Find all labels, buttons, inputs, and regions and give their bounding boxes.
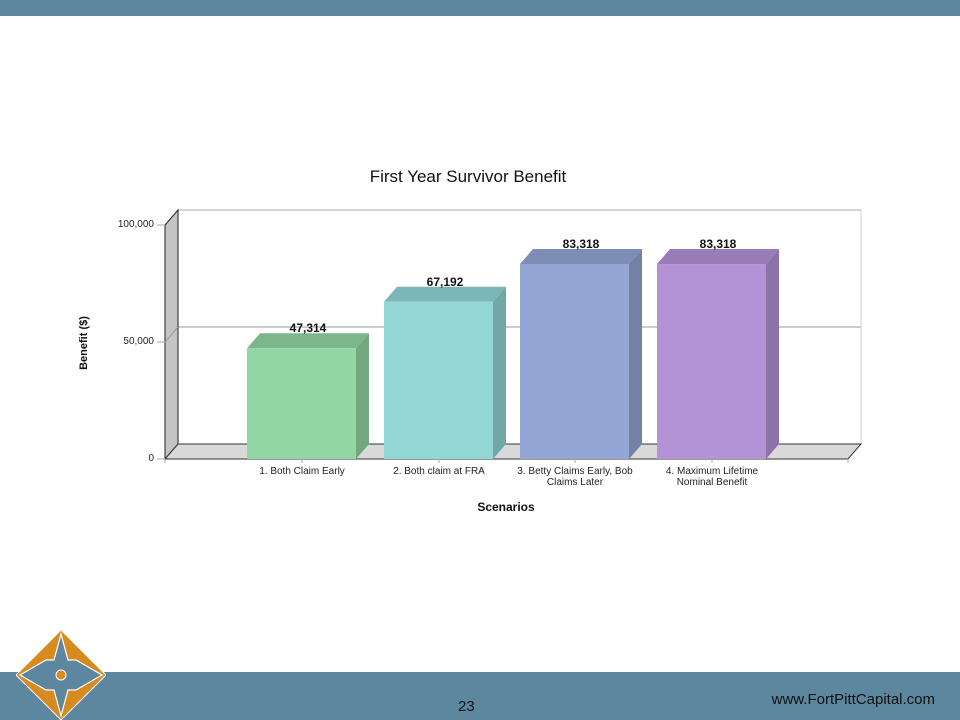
bar-4 <box>657 249 779 459</box>
x-label-1: 1. Both Claim Early <box>259 466 345 477</box>
bar-2 <box>384 286 506 459</box>
value-label-1: 47,314 <box>289 321 327 335</box>
footer-bar <box>0 672 960 720</box>
chart-title: First Year Survivor Benefit <box>369 167 567 186</box>
bar-3 <box>520 249 642 459</box>
x-label-3: 3. Betty Claims Early, Bob Claims Later <box>517 466 633 488</box>
x-label-2: 2. Both claim at FRA <box>393 466 485 477</box>
website-link[interactable]: www.FortPittCapital.com <box>771 691 935 708</box>
page-number: 23 <box>458 698 475 715</box>
value-label-4: 83,318 <box>699 237 737 251</box>
value-label-2: 67,192 <box>426 275 464 289</box>
y-axis-title: Benefit ($) <box>78 316 90 370</box>
header-bar <box>0 0 960 16</box>
y-tick-50000: 50,000 <box>123 336 154 347</box>
x-axis-title: Scenarios <box>477 500 535 514</box>
bar-1 <box>247 333 369 459</box>
y-tick-0: 0 <box>148 453 154 464</box>
fort-pitt-diamond-logo-icon <box>16 630 106 720</box>
x-label-4: 4. Maximum Lifetime Nominal Benefit <box>665 466 759 488</box>
value-label-3: 83,318 <box>562 237 600 251</box>
y-tick-100000: 100,000 <box>117 219 154 230</box>
